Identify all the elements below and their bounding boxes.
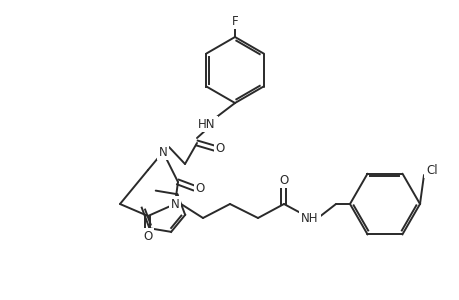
Text: N: N: [158, 146, 167, 158]
Text: O: O: [215, 142, 224, 154]
Text: O: O: [279, 173, 288, 187]
Text: Cl: Cl: [425, 164, 437, 176]
Text: O: O: [195, 182, 204, 194]
Text: N: N: [170, 197, 179, 211]
Text: F: F: [231, 14, 238, 28]
Text: O: O: [143, 230, 152, 242]
Text: NH: NH: [301, 212, 318, 224]
Text: HN: HN: [198, 118, 215, 130]
